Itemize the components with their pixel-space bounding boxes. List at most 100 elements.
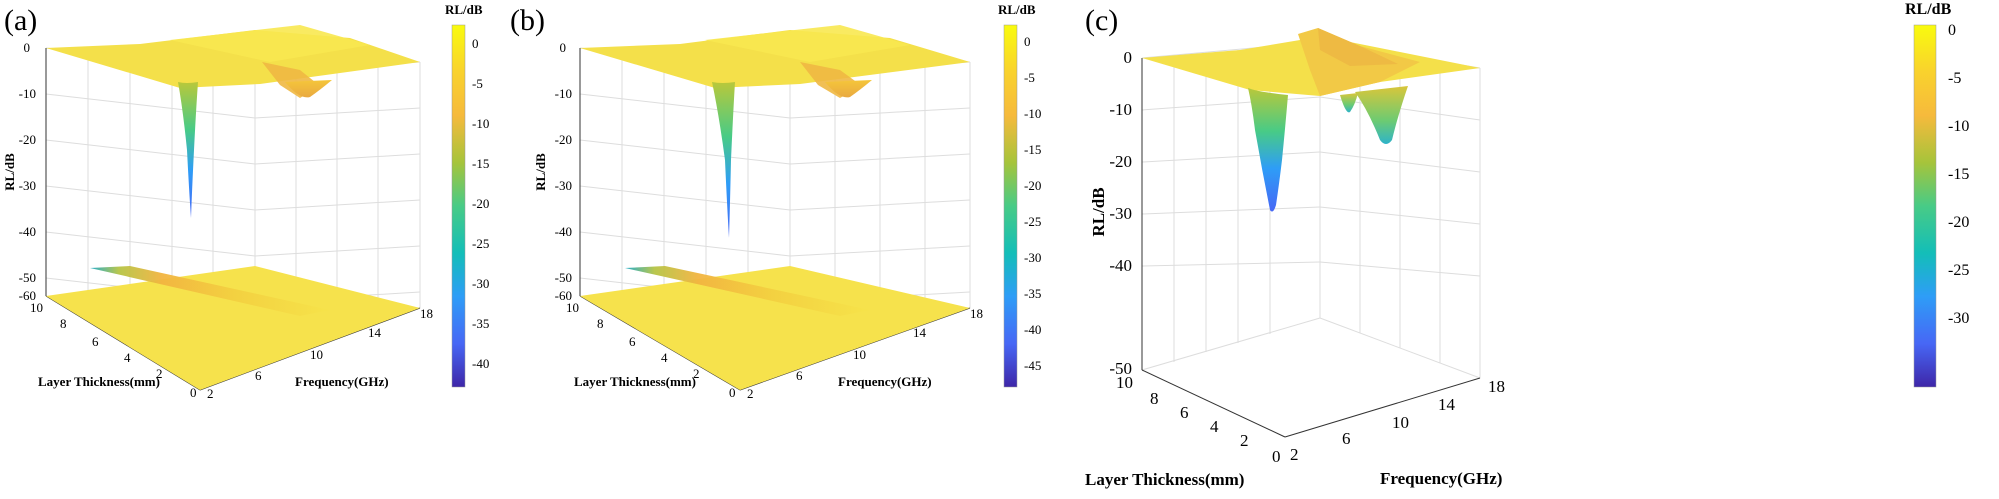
y-ticks-b: 10 8 6 4 2 0: [566, 300, 736, 400]
z-tick: -30: [19, 178, 36, 193]
z-tick: 0: [24, 40, 31, 55]
colorbar-tick: -20: [1948, 214, 1969, 231]
z-tick: -20: [555, 132, 572, 147]
colorbar-tick: -20: [472, 196, 489, 211]
y-tick: 10: [30, 300, 43, 315]
colorbar-tick: -30: [1024, 250, 1041, 265]
colorbar-tick: -15: [1024, 142, 1041, 157]
x-ticks-c: 2 6 10 14 18: [1290, 377, 1505, 464]
colorbar-a: [451, 24, 466, 388]
colorbar-tick: -30: [472, 276, 489, 291]
x-tick: 14: [1438, 395, 1456, 414]
colorbar-tick: 0: [472, 36, 479, 51]
colorbar-b: [1003, 24, 1018, 388]
x-tick: 6: [796, 368, 803, 383]
surface-ridge-b: [705, 25, 910, 62]
y-tick: 6: [1180, 403, 1189, 422]
y-tick: 2: [693, 366, 700, 381]
projection-stripe-b: [625, 266, 870, 316]
x-tick: 18: [1488, 377, 1505, 396]
axis-lines-c: [1141, 58, 1481, 438]
z-tick: -10: [1109, 100, 1132, 119]
x-axis-title-c: Frequency(GHz): [1380, 469, 1502, 488]
y-tick: 10: [1116, 373, 1133, 392]
z-tick: -40: [19, 224, 36, 239]
z-ticks-b: 0 -10 -20 -30 -40 -50 -60: [555, 40, 572, 303]
y-tick: 6: [629, 334, 636, 349]
projection-plane-b: [580, 266, 970, 390]
panel-label-c: (c): [1085, 4, 1118, 37]
chart-panel-a: (a): [2, 2, 489, 401]
x-axis-title-b: Frequency(GHz): [838, 374, 932, 389]
x-tick: 18: [420, 306, 433, 321]
x-tick: 6: [1342, 429, 1351, 448]
y-tick: 8: [60, 316, 67, 331]
z-tick: -50: [19, 270, 36, 285]
colorbar-tick: -45: [1024, 358, 1041, 373]
z-tick: 0: [1124, 48, 1133, 67]
colorbar-tick: -25: [472, 236, 489, 251]
chart-panel-c: (c) 0 -10 -20: [1085, 1, 1969, 489]
y-ticks-a: 10 8 6 4 2 0: [30, 300, 197, 400]
z-tick: -10: [19, 86, 36, 101]
small-dip-c: [1340, 93, 1358, 113]
colorbar-ticks-a: 0 -5 -10 -15 -20 -25 -30 -35 -40: [472, 36, 489, 371]
colorbar-tick: 0: [1024, 34, 1031, 49]
x-tick: 10: [853, 347, 866, 362]
z-tick: -50: [1109, 359, 1132, 378]
colorbar-title-a: RL/dB: [445, 2, 483, 17]
z-tick: -30: [555, 178, 572, 193]
colorbar-tick: -40: [1024, 322, 1041, 337]
z-axis-title-a: RL/dB: [2, 153, 17, 191]
colorbar-ticks-c: 0 -5 -10 -15 -20 -25 -30: [1948, 22, 1969, 327]
y-tick: 8: [597, 316, 604, 331]
deep-dip-c: [1248, 88, 1288, 212]
x-tick: 14: [368, 325, 382, 340]
x-ticks-a: 2 6 10 14 18: [207, 306, 433, 401]
secondary-dip-c: [1355, 86, 1408, 144]
z-ticks-a: 0 -10 -20 -30 -40 -50 -60: [19, 40, 36, 303]
y-tick: 4: [124, 350, 131, 365]
x-tick: 2: [1290, 445, 1299, 464]
x-tick: 10: [1392, 413, 1409, 432]
z-axis-title-c: RL/dB: [1089, 187, 1108, 236]
colorbar-ticks-b: 0 -5 -10 -15 -20 -25 -30 -35 -40 -45: [1024, 34, 1041, 373]
colorbar-title-b: RL/dB: [998, 2, 1036, 17]
y-tick: 2: [1240, 431, 1249, 450]
colorbar-tick: -20: [1024, 178, 1041, 193]
colorbar-tick: -30: [1948, 310, 1969, 327]
surface-ridge-a: [170, 25, 370, 62]
colorbar-tick: -15: [1948, 166, 1969, 183]
y-axis-title-b: Layer Thickness(mm): [574, 374, 696, 389]
z-ticks-c: 0 -10 -20 -30 -40 -50: [1109, 48, 1132, 378]
chart-panel-b: (b) 0 -10: [510, 2, 1041, 401]
shallow-dip-b: [825, 80, 872, 98]
colorbar-tick: -15: [472, 156, 489, 171]
y-tick: 8: [1150, 389, 1159, 408]
x-tick: 14: [913, 325, 927, 340]
x-tick: 6: [255, 368, 262, 383]
z-tick: -20: [1109, 152, 1132, 171]
colorbar-c: [1913, 24, 1937, 388]
x-tick: 2: [747, 386, 754, 401]
colorbar-tick: -10: [1024, 106, 1041, 121]
z-tick: -60: [19, 288, 36, 303]
x-ticks-b: 2 6 10 14 18: [747, 306, 983, 401]
x-tick: 10: [310, 347, 323, 362]
z-tick: -50: [555, 270, 572, 285]
colorbar-tick: -10: [1948, 118, 1969, 135]
z-tick: -30: [1109, 204, 1132, 223]
z-tick: -60: [555, 288, 572, 303]
z-tick: -10: [555, 86, 572, 101]
x-axis-title-a: Frequency(GHz): [295, 374, 389, 389]
z-tick: -40: [1109, 256, 1132, 275]
shallow-dip-a: [285, 80, 332, 98]
colorbar-tick: -5: [1024, 70, 1035, 85]
colorbar-tick: -5: [472, 76, 483, 91]
panel-label-a: (a): [4, 4, 37, 37]
z-axis-title-b: RL/dB: [533, 153, 548, 191]
z-tick: -20: [19, 132, 36, 147]
y-axis-title-a: Layer Thickness(mm): [38, 374, 160, 389]
y-ticks-c: 10 8 6 4 2 0: [1116, 373, 1281, 466]
